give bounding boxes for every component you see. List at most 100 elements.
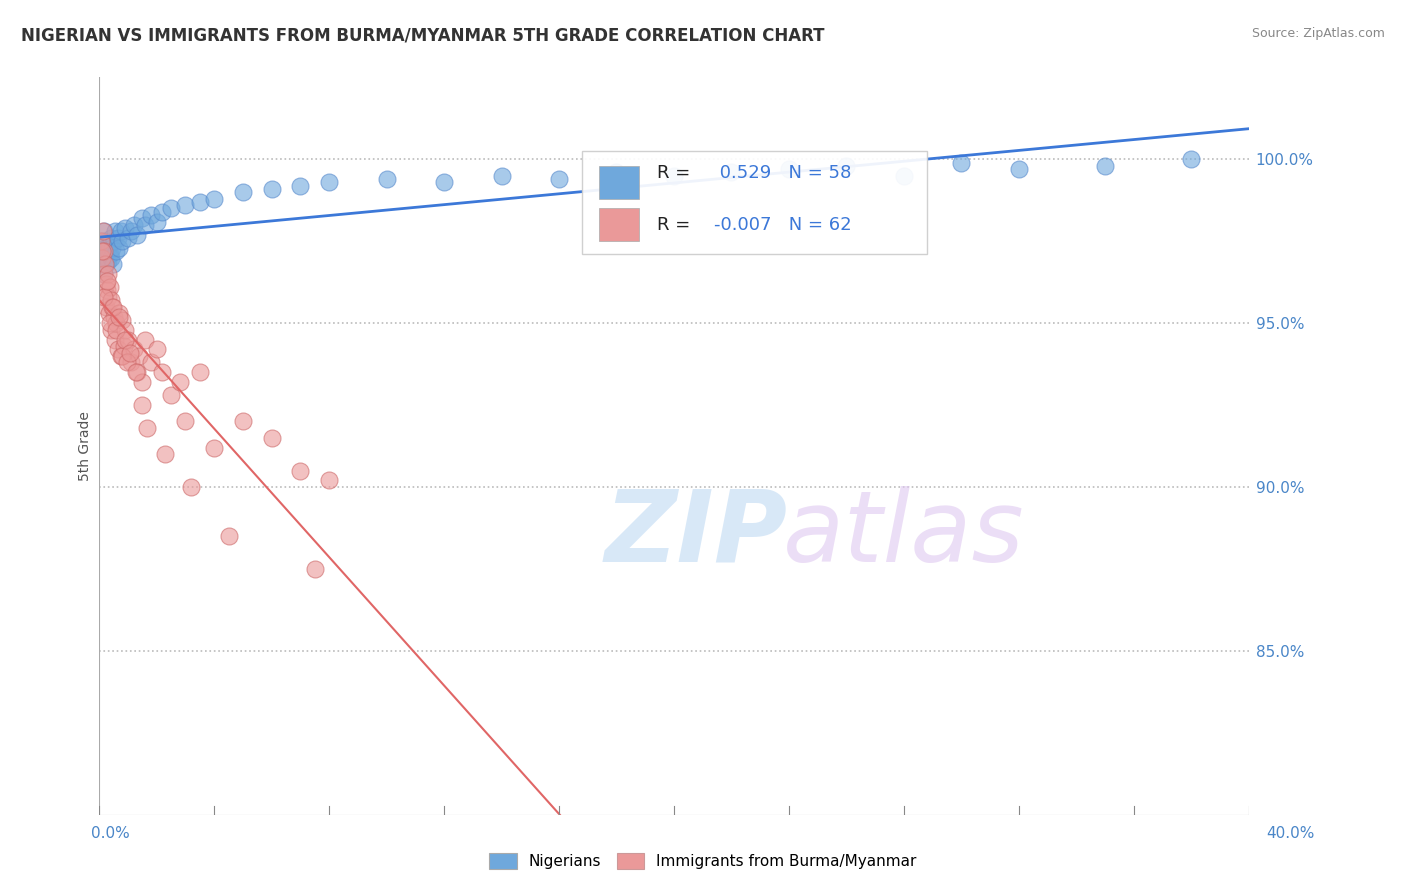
Point [260, 431, 283, 445]
Point [128, 349, 150, 363]
Point [318, 175, 340, 189]
Point [139, 208, 162, 222]
Point [107, 310, 129, 324]
Point [93, 251, 115, 265]
Point [94, 241, 117, 255]
Point [114, 333, 136, 347]
Point [491, 169, 513, 183]
FancyBboxPatch shape [599, 208, 640, 241]
Point [160, 388, 183, 402]
Point [433, 175, 456, 189]
Text: -0.007   N = 62: -0.007 N = 62 [714, 216, 852, 234]
Legend: Nigerians, Immigrants from Burma/Myanmar: Nigerians, Immigrants from Burma/Myanmar [484, 847, 922, 875]
Point [93, 290, 115, 304]
Point [97, 253, 120, 268]
Point [93, 224, 115, 238]
Point [122, 218, 145, 232]
Point [97, 290, 120, 304]
Point [304, 562, 326, 576]
Point [131, 211, 153, 226]
Point [91, 224, 114, 238]
Point [105, 244, 128, 258]
Point [134, 333, 156, 347]
Point [112, 339, 135, 353]
Point [131, 375, 153, 389]
Point [91, 234, 114, 248]
Point [98, 247, 121, 261]
Point [134, 218, 156, 232]
Point [120, 355, 142, 369]
Point [104, 323, 127, 337]
Point [91, 251, 114, 265]
Point [117, 355, 139, 369]
Point [104, 224, 127, 238]
Point [100, 293, 122, 308]
Point [136, 421, 159, 435]
Point [145, 343, 167, 357]
Point [120, 345, 142, 359]
Point [125, 365, 148, 379]
FancyBboxPatch shape [582, 151, 927, 254]
Text: Source: ZipAtlas.com: Source: ZipAtlas.com [1251, 27, 1385, 40]
Point [98, 316, 121, 330]
Point [111, 313, 134, 327]
Text: 0.529   N = 58: 0.529 N = 58 [714, 164, 852, 182]
Point [125, 365, 148, 379]
Text: R =: R = [657, 164, 696, 182]
Text: atlas: atlas [783, 486, 1025, 583]
Point [108, 306, 131, 320]
Point [103, 234, 125, 248]
Point [90, 234, 112, 248]
Point [232, 185, 254, 199]
Point [152, 204, 174, 219]
Point [122, 343, 145, 357]
Text: ZIP: ZIP [605, 486, 787, 583]
Point [131, 398, 153, 412]
Point [96, 251, 118, 265]
Point [90, 244, 112, 258]
Point [260, 182, 283, 196]
FancyBboxPatch shape [599, 166, 640, 199]
Point [90, 244, 112, 258]
Point [1008, 162, 1031, 177]
Point [93, 267, 115, 281]
Text: R =: R = [657, 216, 696, 234]
Point [152, 365, 174, 379]
Point [202, 441, 225, 455]
Point [96, 277, 118, 291]
Point [90, 257, 112, 271]
Point [101, 241, 124, 255]
Point [98, 280, 121, 294]
Point [103, 310, 125, 324]
Point [835, 159, 858, 173]
Point [97, 244, 120, 258]
Point [290, 178, 312, 193]
Point [290, 464, 312, 478]
Point [375, 172, 398, 186]
Point [139, 355, 162, 369]
Point [111, 349, 134, 363]
Point [145, 214, 167, 228]
Point [125, 227, 148, 242]
Point [548, 172, 571, 186]
Point [107, 231, 129, 245]
Point [110, 224, 132, 238]
Point [96, 274, 118, 288]
Point [94, 257, 117, 271]
Point [100, 323, 122, 337]
Point [96, 284, 118, 298]
Point [91, 251, 114, 265]
Point [169, 375, 191, 389]
Point [950, 155, 973, 169]
Point [202, 192, 225, 206]
Y-axis label: 5th Grade: 5th Grade [79, 411, 93, 481]
Point [893, 169, 915, 183]
Point [232, 414, 254, 428]
Point [110, 349, 132, 363]
Point [180, 480, 202, 494]
Point [117, 333, 139, 347]
Point [105, 316, 128, 330]
Point [107, 343, 129, 357]
Point [318, 474, 340, 488]
Point [108, 241, 131, 255]
